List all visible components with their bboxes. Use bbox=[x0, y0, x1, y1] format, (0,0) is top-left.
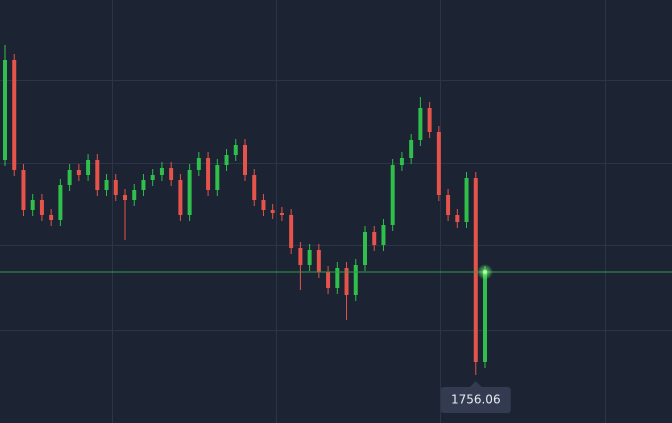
candle-body bbox=[427, 108, 432, 132]
candle-body bbox=[95, 160, 100, 190]
candle-body bbox=[353, 265, 358, 295]
candle-body bbox=[363, 232, 367, 265]
candle-body bbox=[141, 180, 146, 190]
candle-body bbox=[399, 158, 404, 165]
candle-body bbox=[86, 160, 91, 175]
candle-body bbox=[49, 215, 54, 220]
candle-body bbox=[113, 180, 118, 195]
candle-body bbox=[196, 158, 201, 170]
candle-body bbox=[233, 145, 238, 155]
candle-body bbox=[243, 145, 247, 175]
candle-body bbox=[418, 108, 423, 140]
candle-body bbox=[289, 215, 294, 248]
candle-body bbox=[150, 175, 155, 180]
candle-body bbox=[446, 195, 451, 215]
candle-body bbox=[58, 185, 63, 220]
candle-body bbox=[21, 170, 26, 210]
candle-body bbox=[159, 168, 164, 175]
candle-body bbox=[252, 175, 257, 200]
candle-body bbox=[187, 170, 192, 215]
candle-body bbox=[12, 60, 17, 170]
candle-body bbox=[473, 178, 478, 362]
candle-body bbox=[206, 158, 211, 190]
candle-body bbox=[104, 180, 109, 190]
candle-body bbox=[455, 215, 460, 222]
candle-body bbox=[30, 200, 35, 210]
low-label: 1756.06 bbox=[451, 393, 501, 407]
candle-body bbox=[298, 248, 303, 265]
candle-body bbox=[67, 170, 72, 185]
candle-body bbox=[123, 195, 127, 200]
candle-body bbox=[316, 250, 321, 272]
current-price-dot bbox=[483, 270, 487, 274]
candle-body bbox=[132, 190, 137, 200]
candle-body bbox=[224, 155, 229, 165]
candle-body bbox=[409, 140, 414, 158]
candle-body bbox=[436, 132, 441, 195]
candle-body bbox=[279, 213, 284, 215]
candle-body bbox=[372, 232, 377, 245]
candle-body bbox=[3, 60, 7, 160]
candle-body bbox=[261, 200, 266, 210]
candles: 1756.06 bbox=[0, 45, 672, 413]
candle-body bbox=[76, 170, 81, 175]
candle-body bbox=[169, 168, 174, 180]
candle-body bbox=[390, 165, 395, 225]
candle-body bbox=[464, 178, 469, 222]
candle-body bbox=[381, 225, 386, 245]
candle-body bbox=[483, 272, 487, 362]
candle-body bbox=[178, 180, 183, 215]
candle-body bbox=[335, 268, 340, 288]
candle-body bbox=[307, 250, 312, 265]
low-label-box bbox=[440, 381, 511, 413]
candle-body bbox=[215, 165, 220, 190]
candle-body bbox=[270, 210, 275, 213]
candle-body bbox=[344, 268, 349, 295]
candle-body bbox=[326, 272, 331, 288]
candle-body bbox=[39, 200, 44, 215]
